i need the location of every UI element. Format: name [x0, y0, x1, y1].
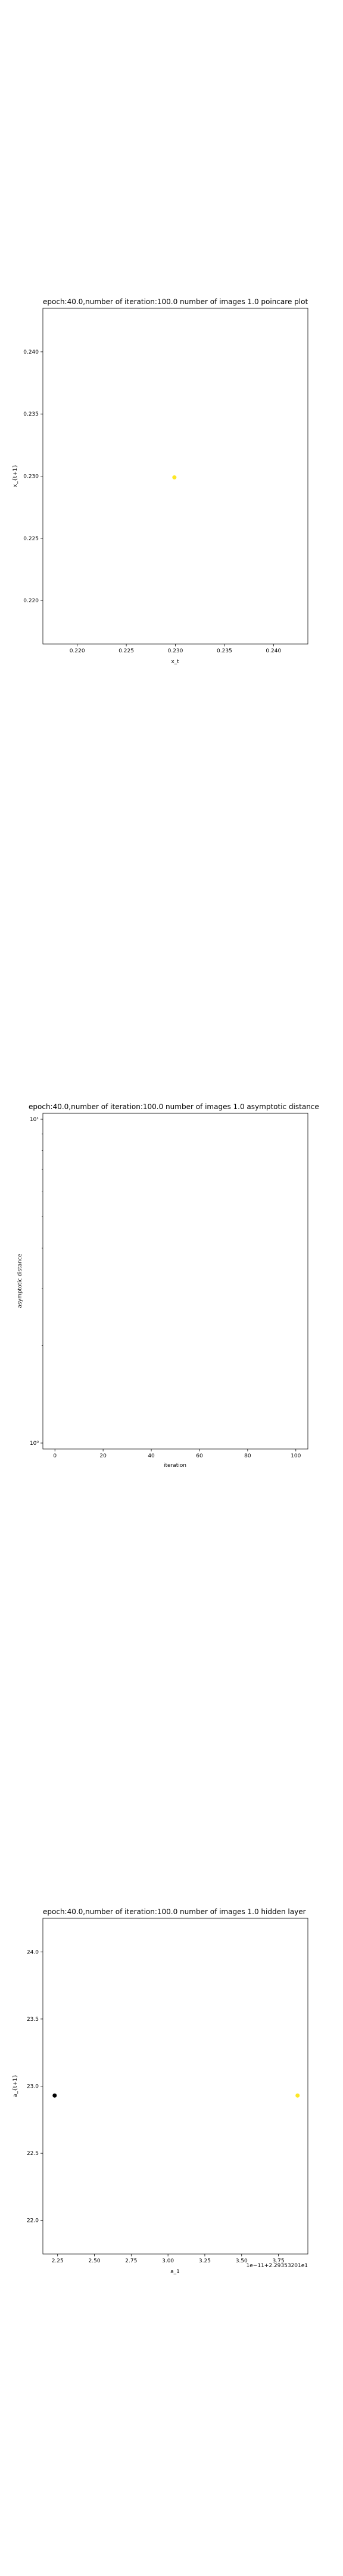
data-point: [172, 475, 176, 479]
plot-frame: [43, 1113, 308, 1449]
x-tick-label: 0: [53, 1453, 57, 1459]
y-tick-label: 22.5: [27, 2151, 39, 2157]
x-tick-label: 40: [148, 1453, 155, 1459]
y-tick-label: 0.230: [23, 474, 39, 480]
y-axis-label: asymptotic distance: [17, 1253, 23, 1308]
y-tick-label: 23.5: [27, 2017, 39, 2023]
chart-title: epoch:40.0,number of iteration:100.0 num…: [43, 298, 308, 306]
y-axis-label: a_{t+1}: [13, 2075, 18, 2097]
x-tick-label: 2.75: [125, 2258, 137, 2264]
y-tick-label: 22.0: [27, 2218, 39, 2224]
y-tick-label: 23.0: [27, 2084, 39, 2090]
chart-title: epoch:40.0,number of iteration:100.0 num…: [29, 1103, 319, 1111]
x-tick-label: 0.230: [168, 648, 183, 654]
x-tick-label: 20: [99, 1453, 107, 1459]
y-tick-label: 0.225: [23, 536, 39, 542]
x-tick-label: 3.25: [199, 2258, 211, 2264]
x-tick-label: 2.50: [89, 2258, 101, 2264]
poincare-plot: epoch:40.0,number of iteration:100.0 num…: [0, 286, 343, 656]
y-tick-label: 10¹: [30, 1117, 39, 1123]
x-axis-label: x_t: [171, 659, 179, 665]
x-tick-label: 3.00: [162, 2258, 174, 2264]
x-tick-label: 0.240: [266, 648, 281, 654]
chart-title: epoch:40.0,number of iteration:100.0 num…: [43, 1908, 306, 1916]
x-tick-label: 60: [196, 1453, 203, 1459]
x-tick-label: 80: [244, 1453, 251, 1459]
x-axis-label: iteration: [164, 1463, 186, 1469]
plot-frame: [43, 1918, 308, 2254]
x-tick-label: 0.225: [119, 648, 134, 654]
x-tick-label: 100: [291, 1453, 301, 1459]
x-tick-label: 0.220: [70, 648, 85, 654]
y-tick-label: 24.0: [27, 1949, 39, 1955]
y-tick-label: 10⁰: [30, 1441, 39, 1447]
x-axis-label: a_1: [170, 2269, 180, 2275]
x-tick-label: 2.25: [52, 2258, 64, 2264]
y-tick-label: 0.235: [23, 411, 39, 417]
hidden-layer-plot: epoch:40.0,number of iteration:100.0 num…: [0, 1896, 343, 2266]
data-point: [295, 2094, 300, 2098]
offset-text: 1e−11+2.29353201e1: [247, 2263, 308, 2269]
y-tick-label: 0.220: [23, 598, 39, 604]
x-tick-label: 0.235: [217, 648, 232, 654]
y-tick-label: 0.240: [23, 349, 39, 355]
y-axis-label: x_{t+1}: [13, 465, 18, 487]
asymptotic-distance-plot: epoch:40.0,number of iteration:100.0 num…: [0, 1091, 343, 1461]
data-point: [52, 2094, 57, 2098]
